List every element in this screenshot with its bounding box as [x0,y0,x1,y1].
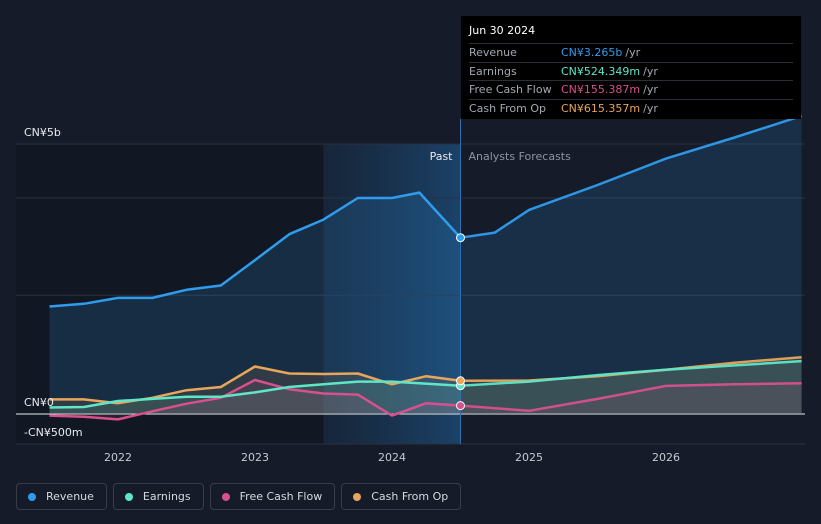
forecast-line-revenue [460,114,802,239]
x-tick-2023: 2023 [241,451,269,464]
area-cash-from-op [49,357,802,414]
tooltip-row-free-cash-flow: Free Cash Flow CN¥155.387m /yr [469,80,793,99]
tooltip-unit: /yr [643,83,658,97]
tooltip-value: CN¥155.387m [561,83,641,97]
legend-item-free-cash-flow[interactable]: Free Cash Flow [209,483,336,510]
tooltip: Jun 30 2024 Revenue CN¥3.265b /yr Earnin… [461,16,801,119]
legend-label: Free Cash Flow [239,490,323,503]
x-tick-2026: 2026 [652,451,680,464]
tooltip-label: Earnings [469,64,517,78]
tooltip-unit: /yr [625,46,641,60]
line-free-cash-flow [49,378,461,421]
x-tick-2022: 2022 [104,451,132,464]
tooltip-value: CN¥3.265b [561,46,623,60]
tooltip-value: CN¥524.349m [561,64,641,78]
x-tick-2025: 2025 [515,451,543,464]
marker-free-cash-flow [456,401,465,411]
legend-label: Cash From Op [371,490,449,503]
forecast-line-earnings [460,359,802,387]
line-revenue [49,191,462,308]
line-cash-from-op [49,365,461,405]
legend-dot-icon [353,492,362,501]
legend-item-revenue[interactable]: Revenue [16,483,107,510]
tooltip-row-revenue: Revenue CN¥3.265b /yr [469,43,793,62]
tooltip-date: Jun 30 2024 [469,24,536,37]
tooltip-unit: /yr [643,101,658,115]
tooltip-unit: /yr [643,64,658,78]
legend: Revenue Earnings Free Cash Flow Cash Fro… [16,483,462,510]
forecast-label: Analysts Forecasts [469,150,572,163]
y-label-top: CN¥5b [24,126,61,139]
tooltip-label: Free Cash Flow [469,83,552,97]
legend-item-cash-from-op[interactable]: Cash From Op [341,483,462,510]
legend-dot-icon [28,492,36,501]
y-label-zero: CN¥0 [24,396,54,409]
legend-dot-icon [124,492,133,501]
forecast-line-free-cash-flow [460,381,802,413]
tooltip-label: Cash From Op [469,101,547,115]
tooltip-value: CN¥615.357m [561,101,641,115]
legend-dot-icon [221,492,230,501]
legend-label: Revenue [46,490,94,503]
area-revenue [49,115,802,415]
tooltip-row-cash-from-op: Cash From Op CN¥615.357m /yr [469,98,793,118]
x-tick-2024: 2024 [378,451,406,464]
legend-item-earnings[interactable]: Earnings [112,483,204,510]
tooltip-row-earnings: Earnings CN¥524.349m /yr [469,61,793,81]
y-label-bottom: -CN¥500m [24,426,83,439]
marker-revenue [456,233,465,243]
legend-label: Earnings [142,490,191,503]
line-earnings [49,380,461,409]
tooltip-label: Revenue [469,46,517,60]
marker-cash-from-op [456,376,465,386]
past-label: Past [430,150,454,163]
